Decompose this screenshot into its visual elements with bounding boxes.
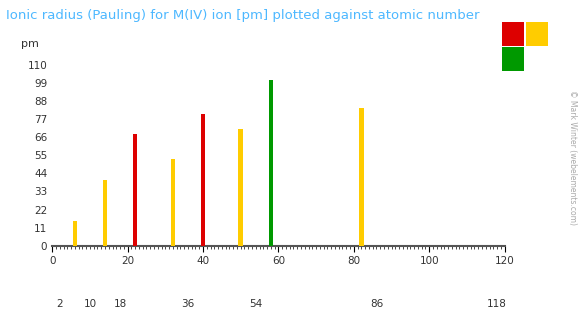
Text: 18: 18 [114,299,126,309]
Text: © Mark Winter (webelements.com): © Mark Winter (webelements.com) [568,90,577,225]
Text: 36: 36 [182,299,194,309]
Bar [359,108,364,246]
Text: pm: pm [20,39,38,49]
Bar [171,158,175,246]
Text: 118: 118 [487,299,507,309]
Text: 10: 10 [84,299,96,309]
Text: 86: 86 [370,299,383,309]
Text: Ionic radius (Pauling) for M(IV) ion [pm] plotted against atomic number: Ionic radius (Pauling) for M(IV) ion [pm… [6,9,479,22]
Bar [72,221,77,246]
Text: 2: 2 [56,299,63,309]
Bar [238,129,243,246]
Bar [103,180,107,246]
Bar [201,114,205,246]
Bar [133,134,137,246]
Bar [269,80,273,246]
Text: 54: 54 [249,299,262,309]
